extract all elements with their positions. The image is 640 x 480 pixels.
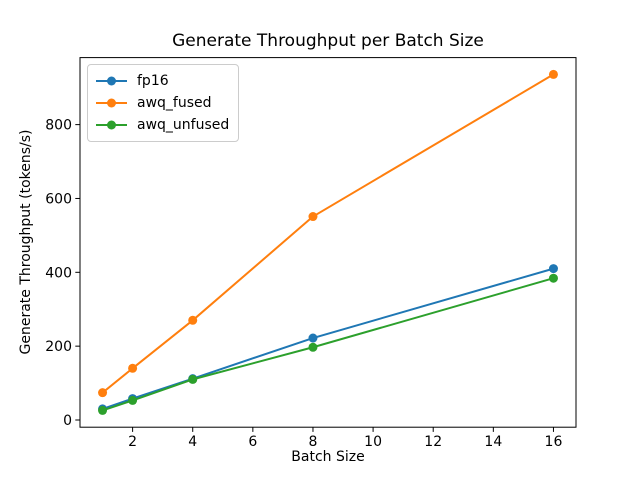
legend-line-marker-icon [96, 98, 127, 108]
data-point-awq_fused [548, 69, 558, 79]
y-tick-label: 600 [45, 191, 72, 207]
x-tick-label: 14 [484, 434, 502, 450]
data-point-awq_fused [188, 315, 198, 325]
y-tick-label: 0 [63, 413, 72, 429]
data-point-awq_fused [128, 363, 138, 373]
x-tick-label: 2 [128, 434, 137, 450]
data-point-awq_fused [98, 388, 108, 398]
legend-line-marker-icon [96, 76, 127, 86]
legend-item-awq_unfused: awq_unfused [95, 114, 229, 136]
legend-label: awq_unfused [137, 117, 230, 133]
legend-label: awq_fused [137, 95, 212, 111]
plot-border [79, 57, 577, 428]
legend-item-fp16: fp16 [95, 70, 229, 92]
data-point-awq_unfused [98, 405, 108, 415]
legend-label: fp16 [137, 73, 169, 89]
x-axis-label: Batch Size [291, 449, 365, 465]
y-tick-label: 800 [45, 118, 72, 134]
data-point-awq_unfused [548, 273, 558, 283]
x-tick-label: 16 [545, 434, 563, 450]
legend-item-awq_fused: awq_fused [95, 92, 229, 114]
x-tick-label: 6 [248, 434, 257, 450]
x-tick-label: 10 [364, 434, 382, 450]
data-point-awq_unfused [128, 395, 138, 405]
y-axis-label: Generate Throughput (tokens/s) [18, 129, 34, 355]
legend: fp16 awq_fused awq_unfused [87, 64, 240, 142]
x-tick-label: 8 [309, 434, 318, 450]
data-point-awq_unfused [188, 374, 198, 384]
x-tick-label: 4 [188, 434, 197, 450]
x-tick-label: 12 [424, 434, 442, 450]
y-tick-label: 200 [45, 339, 72, 355]
data-point-fp16 [548, 264, 558, 274]
y-tick-label: 400 [45, 265, 72, 281]
legend-line-marker-icon [96, 120, 127, 130]
series-line-awq_unfused [102, 277, 554, 412]
chart-title: Generate Throughput per Batch Size [172, 31, 484, 51]
data-point-fp16 [308, 333, 318, 343]
data-point-awq_fused [308, 212, 318, 222]
data-point-awq_unfused [308, 342, 318, 352]
